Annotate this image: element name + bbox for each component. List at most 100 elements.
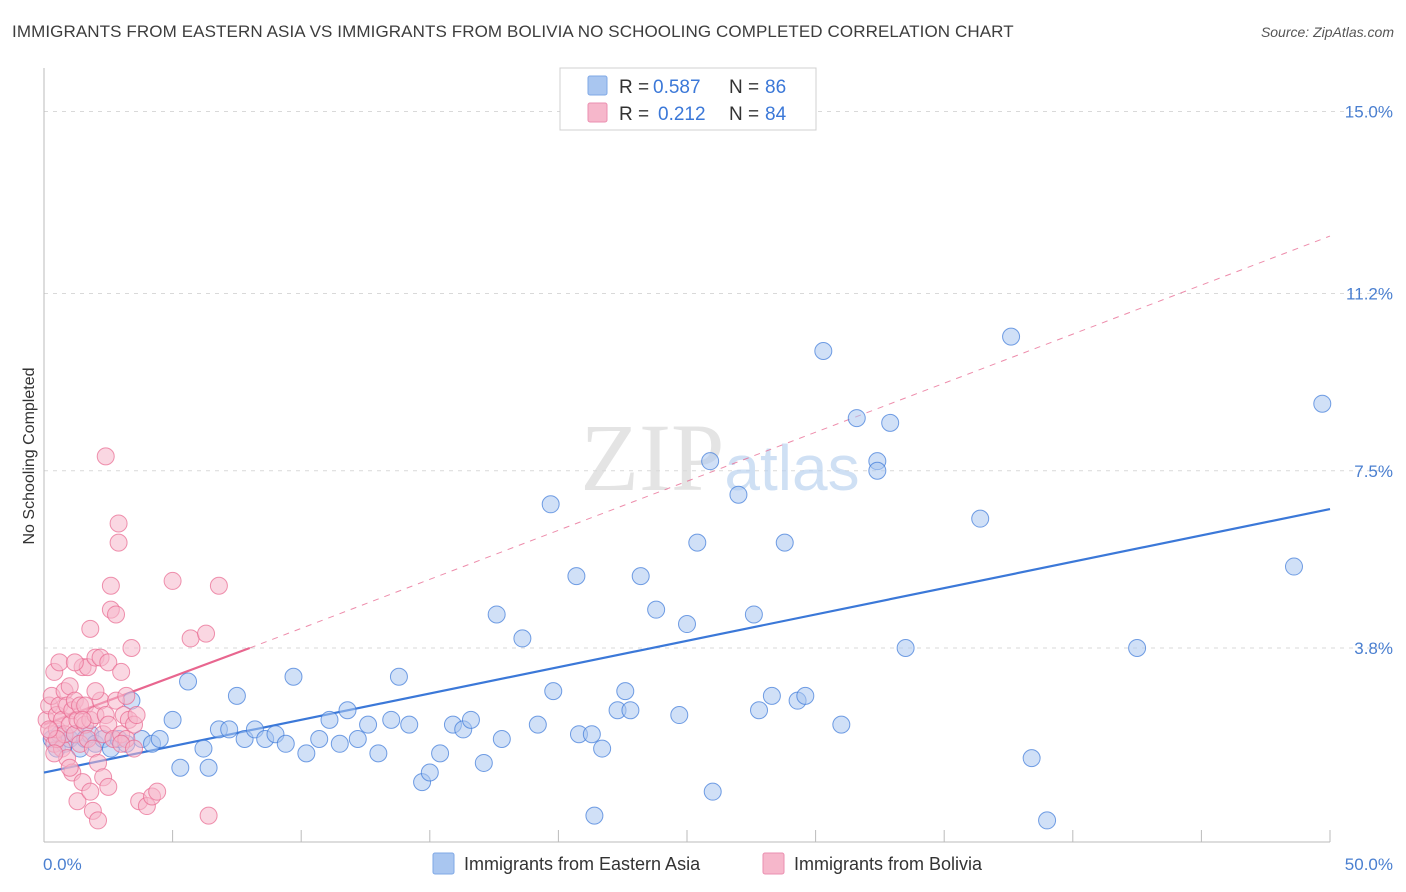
watermark: ZIPatlas bbox=[580, 404, 859, 511]
point-bolivia bbox=[109, 514, 128, 533]
point-eastern-asia bbox=[297, 744, 316, 763]
bottom-legend-label-1: Immigrants from Eastern Asia bbox=[464, 854, 701, 874]
y-tick-label: 3.8% bbox=[1354, 639, 1393, 658]
point-eastern-asia bbox=[847, 409, 866, 428]
x-tick-label: 0.0% bbox=[43, 855, 82, 874]
trend-line-extension bbox=[249, 235, 1331, 649]
point-bolivia bbox=[73, 710, 92, 729]
point-bolivia bbox=[148, 782, 167, 801]
point-bolivia bbox=[81, 782, 100, 801]
point-eastern-asia bbox=[492, 729, 511, 748]
point-bolivia bbox=[45, 744, 64, 763]
point-bolivia bbox=[107, 605, 126, 624]
point-eastern-asia bbox=[359, 715, 378, 734]
point-eastern-asia bbox=[1002, 327, 1021, 346]
point-bolivia bbox=[197, 624, 216, 643]
point-eastern-asia bbox=[1313, 394, 1332, 413]
point-eastern-asia bbox=[868, 461, 887, 480]
point-eastern-asia bbox=[389, 667, 408, 686]
bottom-legend-swatch-blue bbox=[432, 852, 455, 875]
point-eastern-asia bbox=[163, 710, 182, 729]
legend: R = 0.587 N = 86 R = 0.212 N = 84 bbox=[559, 67, 817, 131]
point-eastern-asia bbox=[541, 495, 560, 514]
point-eastern-asia bbox=[227, 686, 246, 705]
point-eastern-asia bbox=[971, 509, 990, 528]
point-bolivia bbox=[209, 576, 228, 595]
point-bolivia bbox=[60, 758, 79, 777]
point-eastern-asia bbox=[582, 725, 601, 744]
point-bolivia bbox=[89, 811, 108, 830]
legend-r-value-1: 0.587 bbox=[653, 77, 701, 98]
point-bolivia bbox=[101, 576, 120, 595]
point-eastern-asia bbox=[487, 605, 506, 624]
point-eastern-asia bbox=[150, 729, 169, 748]
point-eastern-asia bbox=[744, 605, 763, 624]
point-bolivia bbox=[40, 720, 59, 739]
legend-n-value-1: 86 bbox=[765, 77, 786, 98]
point-eastern-asia bbox=[1128, 638, 1147, 657]
point-eastern-asia bbox=[284, 667, 303, 686]
point-eastern-asia bbox=[544, 682, 563, 701]
point-eastern-asia bbox=[400, 715, 419, 734]
point-eastern-asia bbox=[814, 342, 833, 361]
point-eastern-asia bbox=[276, 734, 295, 753]
legend-r-label-1: R = bbox=[619, 77, 649, 98]
point-eastern-asia bbox=[647, 600, 666, 619]
point-eastern-asia bbox=[762, 686, 781, 705]
point-bolivia bbox=[99, 777, 118, 796]
point-eastern-asia bbox=[369, 744, 388, 763]
point-bolivia bbox=[125, 739, 144, 758]
point-eastern-asia bbox=[678, 615, 696, 634]
point-eastern-asia bbox=[179, 672, 198, 691]
point-eastern-asia bbox=[199, 758, 218, 777]
point-eastern-asia bbox=[593, 739, 612, 758]
point-eastern-asia bbox=[310, 729, 329, 748]
point-bolivia bbox=[65, 653, 84, 672]
point-bolivia bbox=[163, 571, 182, 590]
point-bolivia bbox=[50, 653, 69, 672]
legend-swatch-pink bbox=[587, 102, 608, 123]
point-eastern-asia bbox=[729, 485, 748, 504]
data-points bbox=[37, 327, 1332, 830]
point-eastern-asia bbox=[796, 686, 815, 705]
point-eastern-asia bbox=[528, 715, 547, 734]
point-eastern-asia bbox=[338, 701, 357, 720]
point-eastern-asia bbox=[688, 533, 707, 552]
point-eastern-asia bbox=[1284, 557, 1303, 576]
point-eastern-asia bbox=[775, 533, 794, 552]
bottom-legend: Immigrants from Eastern Asia Immigrants … bbox=[432, 852, 983, 875]
point-eastern-asia bbox=[382, 710, 401, 729]
gridlines bbox=[44, 111, 1392, 649]
point-eastern-asia bbox=[431, 744, 450, 763]
point-eastern-asia bbox=[701, 452, 720, 471]
point-bolivia bbox=[99, 653, 118, 672]
point-bolivia bbox=[127, 706, 146, 725]
y-axis-label: No Schooling Completed bbox=[21, 368, 38, 545]
x-tick-labels: 0.0% 50.0% bbox=[43, 855, 1393, 874]
point-eastern-asia bbox=[320, 710, 339, 729]
point-eastern-asia bbox=[881, 413, 900, 432]
legend-swatch-blue bbox=[587, 75, 608, 96]
point-bolivia bbox=[181, 629, 200, 648]
point-eastern-asia bbox=[220, 720, 239, 739]
source-credit: Source: ZipAtlas.com bbox=[1260, 24, 1394, 40]
point-eastern-asia bbox=[703, 782, 722, 801]
y-tick-label: 7.5% bbox=[1354, 462, 1393, 481]
point-eastern-asia bbox=[896, 638, 915, 657]
legend-n-label-2: N = bbox=[729, 104, 759, 125]
y-tick-labels: 3.8% 7.5% 11.2% 15.0% bbox=[1345, 103, 1393, 658]
point-bolivia bbox=[96, 447, 115, 466]
point-eastern-asia bbox=[832, 715, 851, 734]
point-bolivia bbox=[68, 792, 87, 811]
legend-n-label-1: N = bbox=[729, 77, 759, 98]
point-eastern-asia bbox=[474, 753, 493, 772]
point-eastern-asia bbox=[171, 758, 190, 777]
x-tick-label: 50.0% bbox=[1345, 855, 1393, 874]
legend-r-value-2: 0.212 bbox=[658, 104, 706, 125]
watermark-zip: ZIP bbox=[580, 404, 724, 511]
point-bolivia bbox=[86, 682, 105, 701]
point-eastern-asia bbox=[567, 567, 586, 586]
point-eastern-asia bbox=[461, 710, 480, 729]
point-eastern-asia bbox=[348, 729, 367, 748]
